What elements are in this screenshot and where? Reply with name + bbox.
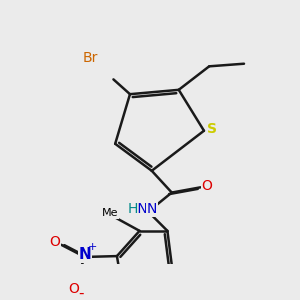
Text: H: H (128, 202, 138, 216)
Text: HN: HN (128, 202, 148, 216)
Text: +: + (88, 242, 97, 251)
Text: Me: Me (102, 208, 118, 218)
Text: S: S (207, 122, 217, 136)
Text: N: N (78, 247, 91, 262)
Text: Br: Br (83, 51, 98, 64)
Text: O: O (202, 179, 212, 193)
Text: -: - (79, 286, 84, 300)
Text: N: N (147, 202, 157, 216)
Text: O: O (68, 282, 79, 296)
Text: O: O (49, 235, 60, 249)
